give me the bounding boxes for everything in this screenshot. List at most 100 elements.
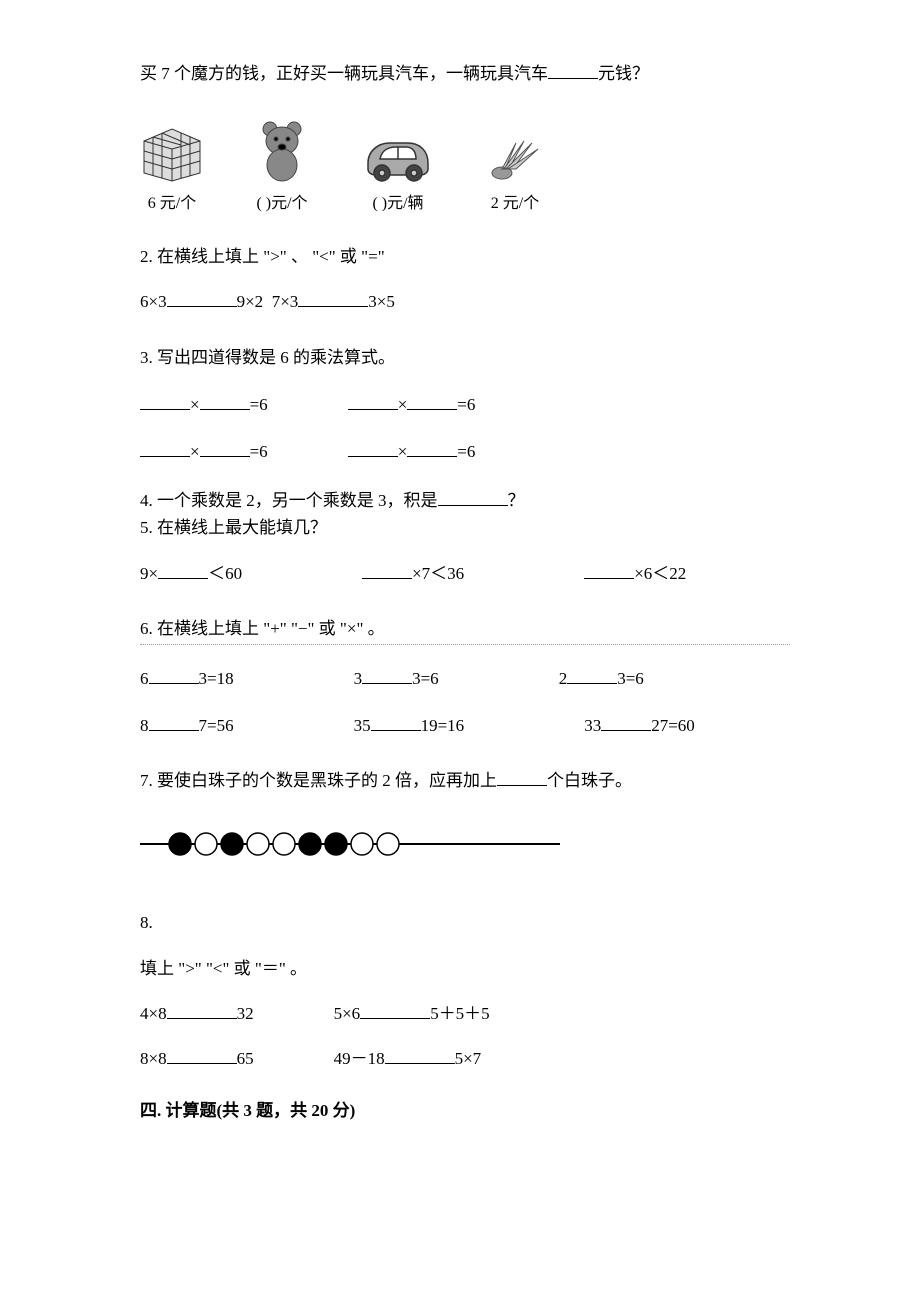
- white-bead-icon: [273, 833, 295, 855]
- bear-price-blank[interactable]: ( ): [256, 195, 271, 212]
- q4-blank[interactable]: [438, 488, 508, 506]
- q6-row2: 87=56 3519=16 3327=60: [140, 712, 790, 739]
- q3: 3. 写出四道得数是 6 的乘法算式。 ×=6 ×=6 ×=6 ×=6: [140, 344, 790, 466]
- q3-row1: ×=6 ×=6: [140, 391, 790, 418]
- q8: 8. 填上 ">" "<" 或 "＝" 。 4×832 5×6 5＋5＋5 8×8…: [140, 909, 790, 1072]
- q7-blank[interactable]: [497, 768, 547, 786]
- worksheet-page: 买 7 个魔方的钱，正好买一辆玩具汽车，一辆玩具汽车 元钱？ 6 元/个: [0, 0, 920, 1302]
- q4-t1: 4. 一个乘数是 2，另一个乘数是 3，积是: [140, 491, 438, 510]
- q3-s2: =6: [457, 395, 475, 414]
- q7-t2: 个白珠子。: [547, 771, 632, 790]
- bear-unit: 元/个: [271, 195, 307, 212]
- q6-r1c1l: 6: [140, 669, 149, 688]
- q8-r1c2l: 5×6: [334, 1004, 361, 1023]
- q6-r2c1l: 8: [140, 716, 149, 735]
- white-bead-icon: [351, 833, 373, 855]
- q6-r2c2r: 19=16: [421, 716, 465, 735]
- q7-t1: 7. 要使白珠子的个数是黑珠子的 2 倍，应再加上: [140, 771, 497, 790]
- cube-price: 6: [148, 195, 156, 212]
- q3-b1b[interactable]: [200, 392, 250, 410]
- q5-e3r: ×6＜22: [634, 564, 686, 583]
- item-shuttle: 2 元/个: [486, 133, 544, 213]
- q7: 7. 要使白珠子的个数是黑珠子的 2 倍，应再加上 个白珠子。: [140, 767, 790, 869]
- q2-expr: 6×39×2 7×33×5: [140, 288, 790, 315]
- q7-line: 7. 要使白珠子的个数是黑珠子的 2 倍，应再加上 个白珠子。: [140, 767, 790, 794]
- q2-blank1[interactable]: [167, 289, 237, 307]
- q6-r2c3l: 33: [584, 716, 601, 735]
- cube-unit: 元/个: [156, 195, 196, 212]
- q6-r1c2l: 3: [354, 669, 363, 688]
- q8-r1b2[interactable]: [360, 1001, 430, 1019]
- q3-b2b[interactable]: [407, 392, 457, 410]
- q8-r1c2: 5×6 5＋5＋5: [334, 1000, 490, 1027]
- q2-title: 2. 在横线上填上 ">" 、 "<" 或 "=": [140, 243, 790, 270]
- white-bead-icon: [377, 833, 399, 855]
- q2-blank2[interactable]: [298, 289, 368, 307]
- q8-row2: 8×8 65 49－185×7: [140, 1045, 790, 1072]
- car-price-blank[interactable]: ( ): [372, 195, 387, 212]
- q1-text-2: 元钱？: [598, 64, 649, 83]
- item-car: ( )元/辆: [360, 129, 436, 213]
- q8-title: 填上 ">" "<" 或 "＝" 。: [140, 955, 790, 982]
- q6-r2c3: 33 27=60: [584, 712, 695, 739]
- q4-line: 4. 一个乘数是 2，另一个乘数是 3，积是 ？: [140, 487, 790, 514]
- q8-r2b1[interactable]: [167, 1046, 237, 1064]
- q5-e1r: ＜60: [208, 564, 242, 583]
- q5-b2[interactable]: [362, 561, 412, 579]
- q3-b3a[interactable]: [140, 439, 190, 457]
- q6-r1b3[interactable]: [567, 666, 617, 684]
- q1-text-1: 买 7 个魔方的钱，正好买一辆玩具汽车，一辆玩具汽车: [140, 64, 548, 83]
- q6-r2c1: 87=56: [140, 712, 234, 739]
- q6-r2b1[interactable]: [149, 713, 199, 731]
- q6-r2b2[interactable]: [371, 713, 421, 731]
- q6-r1b2[interactable]: [362, 666, 412, 684]
- shuttlecock-icon: [486, 133, 544, 183]
- q5-b1[interactable]: [158, 561, 208, 579]
- q6-r1c1r: 3=18: [199, 669, 234, 688]
- item-cube-label: 6 元/个: [148, 189, 196, 213]
- q3-b1a[interactable]: [140, 392, 190, 410]
- q8-r1c2r: 5＋5＋5: [430, 1004, 490, 1023]
- q1-items-row: 6 元/个 ( )元/个: [140, 117, 790, 213]
- q5-e2: ×7＜36: [362, 560, 464, 587]
- q5-e2r: ×7＜36: [412, 564, 464, 583]
- item-shuttle-label: 2 元/个: [491, 189, 539, 213]
- q1-blank[interactable]: [548, 61, 598, 79]
- q8-r2c1r: 65: [237, 1049, 254, 1068]
- q6-r1b1[interactable]: [149, 666, 199, 684]
- car-unit: 元/辆: [387, 195, 423, 212]
- q3-eq2: ×=6: [348, 391, 476, 418]
- item-cube: 6 元/个: [140, 123, 204, 213]
- section-4-title: 四. 计算题(共 3 题，共 20 分): [140, 1096, 790, 1121]
- q8-r2c1l: 8×8: [140, 1049, 167, 1068]
- q3-b3b[interactable]: [200, 439, 250, 457]
- q6-r1c1: 6 3=18: [140, 665, 234, 692]
- black-bead-icon: [325, 833, 347, 855]
- q3-b2a[interactable]: [348, 392, 398, 410]
- black-bead-icon: [169, 833, 191, 855]
- beads-icon: [140, 824, 560, 864]
- q3-b4a[interactable]: [348, 439, 398, 457]
- white-bead-icon: [195, 833, 217, 855]
- q6-r1c2: 33=6: [354, 665, 439, 692]
- q8-r1b1[interactable]: [167, 1001, 237, 1019]
- q3-s4: =6: [457, 442, 475, 461]
- q4-t2: ？: [508, 491, 525, 510]
- q3-row2: ×=6 ×=6: [140, 438, 790, 465]
- q2-e1l: 6×3: [140, 292, 167, 311]
- black-bead-icon: [299, 833, 321, 855]
- q6-r2b3[interactable]: [601, 713, 651, 731]
- cube-icon: [140, 123, 204, 183]
- q2-e2l: 7×3: [272, 292, 299, 311]
- q8-r1c1: 4×832: [140, 1000, 254, 1027]
- q3-b4b[interactable]: [407, 439, 457, 457]
- q6: 6. 在横线上填上 "+" "−" 或 "×" 。 63=18 33=6 23=…: [140, 615, 790, 740]
- q5-e3: ×6＜22: [584, 560, 686, 587]
- q8-num: 8.: [140, 909, 790, 936]
- q6-r2c3r: 27=60: [651, 716, 695, 735]
- q3-eq1: ×=6: [140, 391, 268, 418]
- q8-r2b2[interactable]: [385, 1046, 455, 1064]
- q6-r1c3: 23=6: [559, 665, 644, 692]
- q5-b3[interactable]: [584, 561, 634, 579]
- q8-r2c2: 49－185×7: [334, 1045, 482, 1072]
